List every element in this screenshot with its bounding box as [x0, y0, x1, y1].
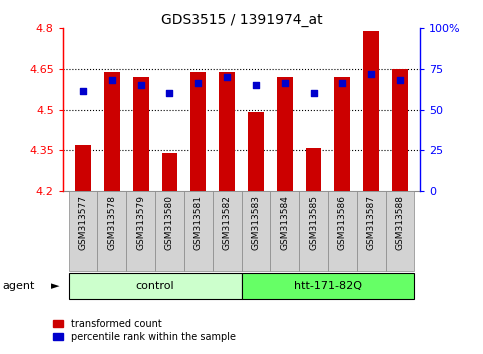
Bar [242, 273, 414, 299]
Bar [357, 191, 385, 271]
Bar [184, 191, 213, 271]
Bar [385, 191, 414, 271]
Point [194, 80, 202, 85]
Text: GSM313580: GSM313580 [165, 195, 174, 250]
Bar [392, 69, 408, 191]
Bar [334, 77, 350, 191]
Bar [363, 31, 379, 191]
Bar [248, 113, 264, 191]
Point [166, 91, 173, 96]
Bar [242, 191, 270, 271]
Bar [277, 77, 293, 191]
Text: GSM313587: GSM313587 [367, 195, 376, 250]
Text: GSM313586: GSM313586 [338, 195, 347, 250]
Text: GSM313582: GSM313582 [223, 195, 231, 250]
Bar [213, 191, 242, 271]
Bar [69, 191, 98, 271]
Bar [98, 191, 126, 271]
Text: ►: ► [51, 281, 59, 291]
Point [281, 80, 289, 85]
Bar [75, 145, 91, 191]
Bar [190, 72, 206, 191]
Bar [126, 191, 155, 271]
Point [108, 77, 115, 83]
Text: control: control [136, 281, 174, 291]
Bar [219, 72, 235, 191]
Point [223, 74, 231, 80]
Bar [69, 273, 242, 299]
Text: GSM313584: GSM313584 [280, 195, 289, 250]
Text: GSM313581: GSM313581 [194, 195, 203, 250]
Bar [270, 191, 299, 271]
Bar [161, 153, 177, 191]
Text: agent: agent [2, 281, 35, 291]
Bar [133, 77, 149, 191]
Point [252, 82, 260, 88]
Title: GDS3515 / 1391974_at: GDS3515 / 1391974_at [161, 13, 322, 27]
Text: GSM313585: GSM313585 [309, 195, 318, 250]
Point [368, 72, 375, 77]
Text: GSM313577: GSM313577 [78, 195, 87, 250]
Point [137, 82, 144, 88]
Text: GSM313588: GSM313588 [396, 195, 405, 250]
Bar [155, 191, 184, 271]
Text: htt-171-82Q: htt-171-82Q [294, 281, 362, 291]
Text: GSM313583: GSM313583 [252, 195, 260, 250]
Text: GSM313579: GSM313579 [136, 195, 145, 250]
Point [310, 91, 317, 96]
Bar [328, 191, 357, 271]
Bar [299, 191, 328, 271]
Text: GSM313578: GSM313578 [107, 195, 116, 250]
Legend: transformed count, percentile rank within the sample: transformed count, percentile rank withi… [53, 319, 236, 342]
Point [396, 77, 404, 83]
Bar [306, 148, 322, 191]
Point [339, 80, 346, 85]
Bar [104, 72, 120, 191]
Point [79, 88, 87, 93]
